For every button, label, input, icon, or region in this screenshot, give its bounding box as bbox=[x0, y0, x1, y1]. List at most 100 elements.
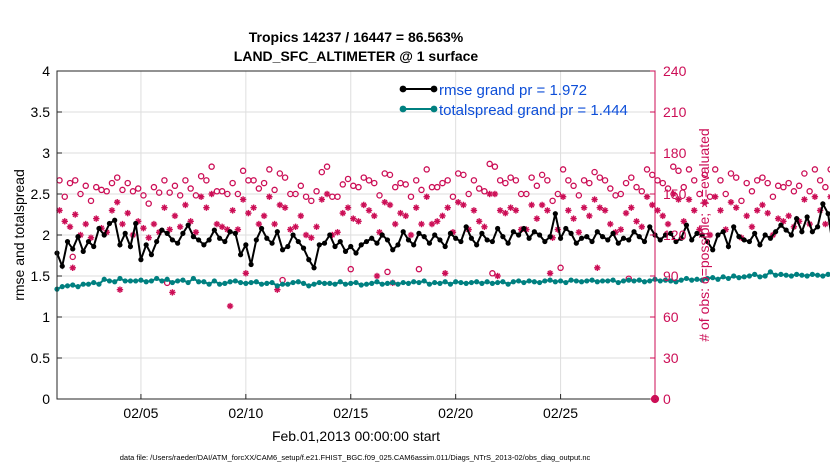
obs-possible-marker bbox=[423, 166, 430, 173]
series-point-spread bbox=[516, 278, 522, 284]
series-point-rmse bbox=[620, 235, 627, 241]
series-point-spread bbox=[154, 275, 160, 282]
obs-possible-marker bbox=[580, 177, 588, 184]
series-point-rmse bbox=[185, 222, 191, 228]
obs-possible-marker bbox=[239, 167, 247, 175]
obs-evaluated-stroke bbox=[665, 221, 671, 227]
obs-evaluated-stroke bbox=[460, 202, 467, 208]
series-point-rmse bbox=[662, 232, 669, 238]
obs-possible-marker bbox=[489, 270, 496, 277]
series-point-spread bbox=[447, 281, 454, 287]
legend-label-spread: totalspread grand pr = 1.444 bbox=[439, 102, 628, 119]
obs-evaluated-stroke bbox=[413, 204, 419, 211]
series-point-spread bbox=[557, 278, 564, 284]
obs-evaluated-marker bbox=[654, 207, 661, 214]
series-point-rmse bbox=[279, 247, 286, 253]
obs-evaluated-marker bbox=[250, 204, 257, 211]
series-point-spread bbox=[720, 274, 726, 280]
obs-evaluated-marker bbox=[114, 199, 121, 206]
obs-possible-marker bbox=[743, 179, 750, 187]
obs-evaluated-stroke bbox=[486, 191, 493, 197]
obs-evaluated-marker bbox=[313, 223, 320, 230]
series-point-rmse bbox=[615, 240, 621, 246]
obs-possible-marker bbox=[549, 197, 556, 205]
obs-evaluated-stroke bbox=[256, 221, 262, 227]
obs-evaluated-marker bbox=[441, 270, 449, 277]
series-point-rmse bbox=[159, 227, 165, 233]
obs-possible-marker bbox=[150, 183, 158, 191]
obs-evaluated-stroke bbox=[93, 215, 99, 222]
series-point-spread bbox=[101, 276, 107, 282]
series-point-rmse bbox=[809, 229, 815, 235]
series-point-spread bbox=[794, 271, 800, 277]
series-point-spread bbox=[437, 280, 443, 286]
obs-evaluated-stroke bbox=[513, 207, 519, 214]
obs-evaluated-stroke bbox=[660, 213, 666, 219]
obs-possible-marker bbox=[192, 192, 200, 199]
series-point-spread bbox=[143, 279, 149, 285]
obs-possible-marker bbox=[260, 179, 268, 187]
obs-evaluated-marker bbox=[691, 207, 698, 214]
obs-possible-marker bbox=[675, 167, 682, 175]
series-point-rmse bbox=[715, 232, 721, 238]
series-point-spread bbox=[542, 278, 548, 284]
series-point-rmse bbox=[269, 240, 275, 246]
obs-evaluated-stroke bbox=[649, 202, 656, 208]
series-point-rmse bbox=[710, 247, 716, 253]
obs-possible-marker bbox=[87, 197, 95, 205]
obs-possible-marker bbox=[780, 183, 787, 191]
obs-evaluated-marker bbox=[428, 220, 436, 228]
obs-evaluated-stroke bbox=[177, 224, 183, 230]
obs-evaluated-stroke bbox=[576, 229, 582, 236]
series-point-spread bbox=[253, 279, 259, 285]
series-point-spread bbox=[269, 279, 275, 286]
obs-evaluated-marker bbox=[381, 199, 388, 206]
obs-possible-marker bbox=[108, 179, 116, 187]
obs-evaluated-marker bbox=[66, 223, 74, 230]
obs-evaluated-marker bbox=[373, 272, 381, 280]
obs-evaluated-marker bbox=[371, 212, 378, 220]
obs-possible-marker bbox=[218, 188, 226, 195]
series-point-spread bbox=[626, 277, 632, 283]
series-point-rmse bbox=[767, 235, 774, 241]
obs-possible-marker bbox=[103, 188, 110, 195]
series-point-spread bbox=[80, 281, 86, 287]
series-point-rmse bbox=[673, 238, 679, 245]
series-point-spread bbox=[463, 280, 469, 286]
obs-evaluated-stroke bbox=[581, 204, 587, 211]
series-point-spread bbox=[778, 271, 784, 277]
series-point-rmse bbox=[300, 245, 307, 251]
obs-possible-marker bbox=[701, 171, 708, 179]
series-point-rmse bbox=[332, 243, 338, 250]
chart-title-line2: LAND_SFC_ALTIMETER @ 1 surface bbox=[234, 48, 479, 64]
obs-possible-marker bbox=[654, 177, 661, 184]
series-point-rmse bbox=[757, 242, 763, 248]
obs-evaluated-stroke bbox=[345, 204, 351, 211]
obs-evaluated-stroke bbox=[785, 213, 792, 219]
obs-evaluated-marker bbox=[827, 193, 830, 200]
series-point-spread bbox=[589, 277, 595, 283]
y-right-tick-label: 180 bbox=[663, 145, 687, 161]
x-tick-label: 02/25 bbox=[543, 405, 578, 421]
obs-evaluated-marker bbox=[418, 220, 425, 228]
series-point-rmse bbox=[127, 243, 134, 250]
series-point-spread bbox=[148, 278, 155, 284]
series-point-spread bbox=[369, 280, 375, 286]
series-point-rmse bbox=[311, 265, 317, 271]
obs-evaluated-stroke bbox=[749, 224, 755, 230]
obs-evaluated-marker bbox=[350, 215, 357, 222]
obs-evaluated-stroke bbox=[476, 218, 482, 225]
series-point-rmse bbox=[274, 229, 280, 235]
series-point-rmse bbox=[657, 237, 663, 243]
obs-evaluated-marker bbox=[594, 264, 601, 271]
series-point-rmse bbox=[384, 237, 391, 243]
obs-evaluated-marker bbox=[565, 207, 572, 214]
obs-evaluated-stroke bbox=[759, 202, 766, 208]
obs-evaluated-stroke bbox=[539, 202, 545, 208]
obs-evaluated-stroke bbox=[439, 213, 446, 219]
series-point-spread bbox=[704, 275, 711, 282]
obs-evaluated-marker bbox=[69, 264, 76, 271]
legend-marker-spread bbox=[399, 105, 407, 113]
obs-possible-marker bbox=[318, 168, 326, 176]
footer-datafile: data file: /Users/raeder/DAI/ATM_forcXX/… bbox=[120, 453, 591, 462]
